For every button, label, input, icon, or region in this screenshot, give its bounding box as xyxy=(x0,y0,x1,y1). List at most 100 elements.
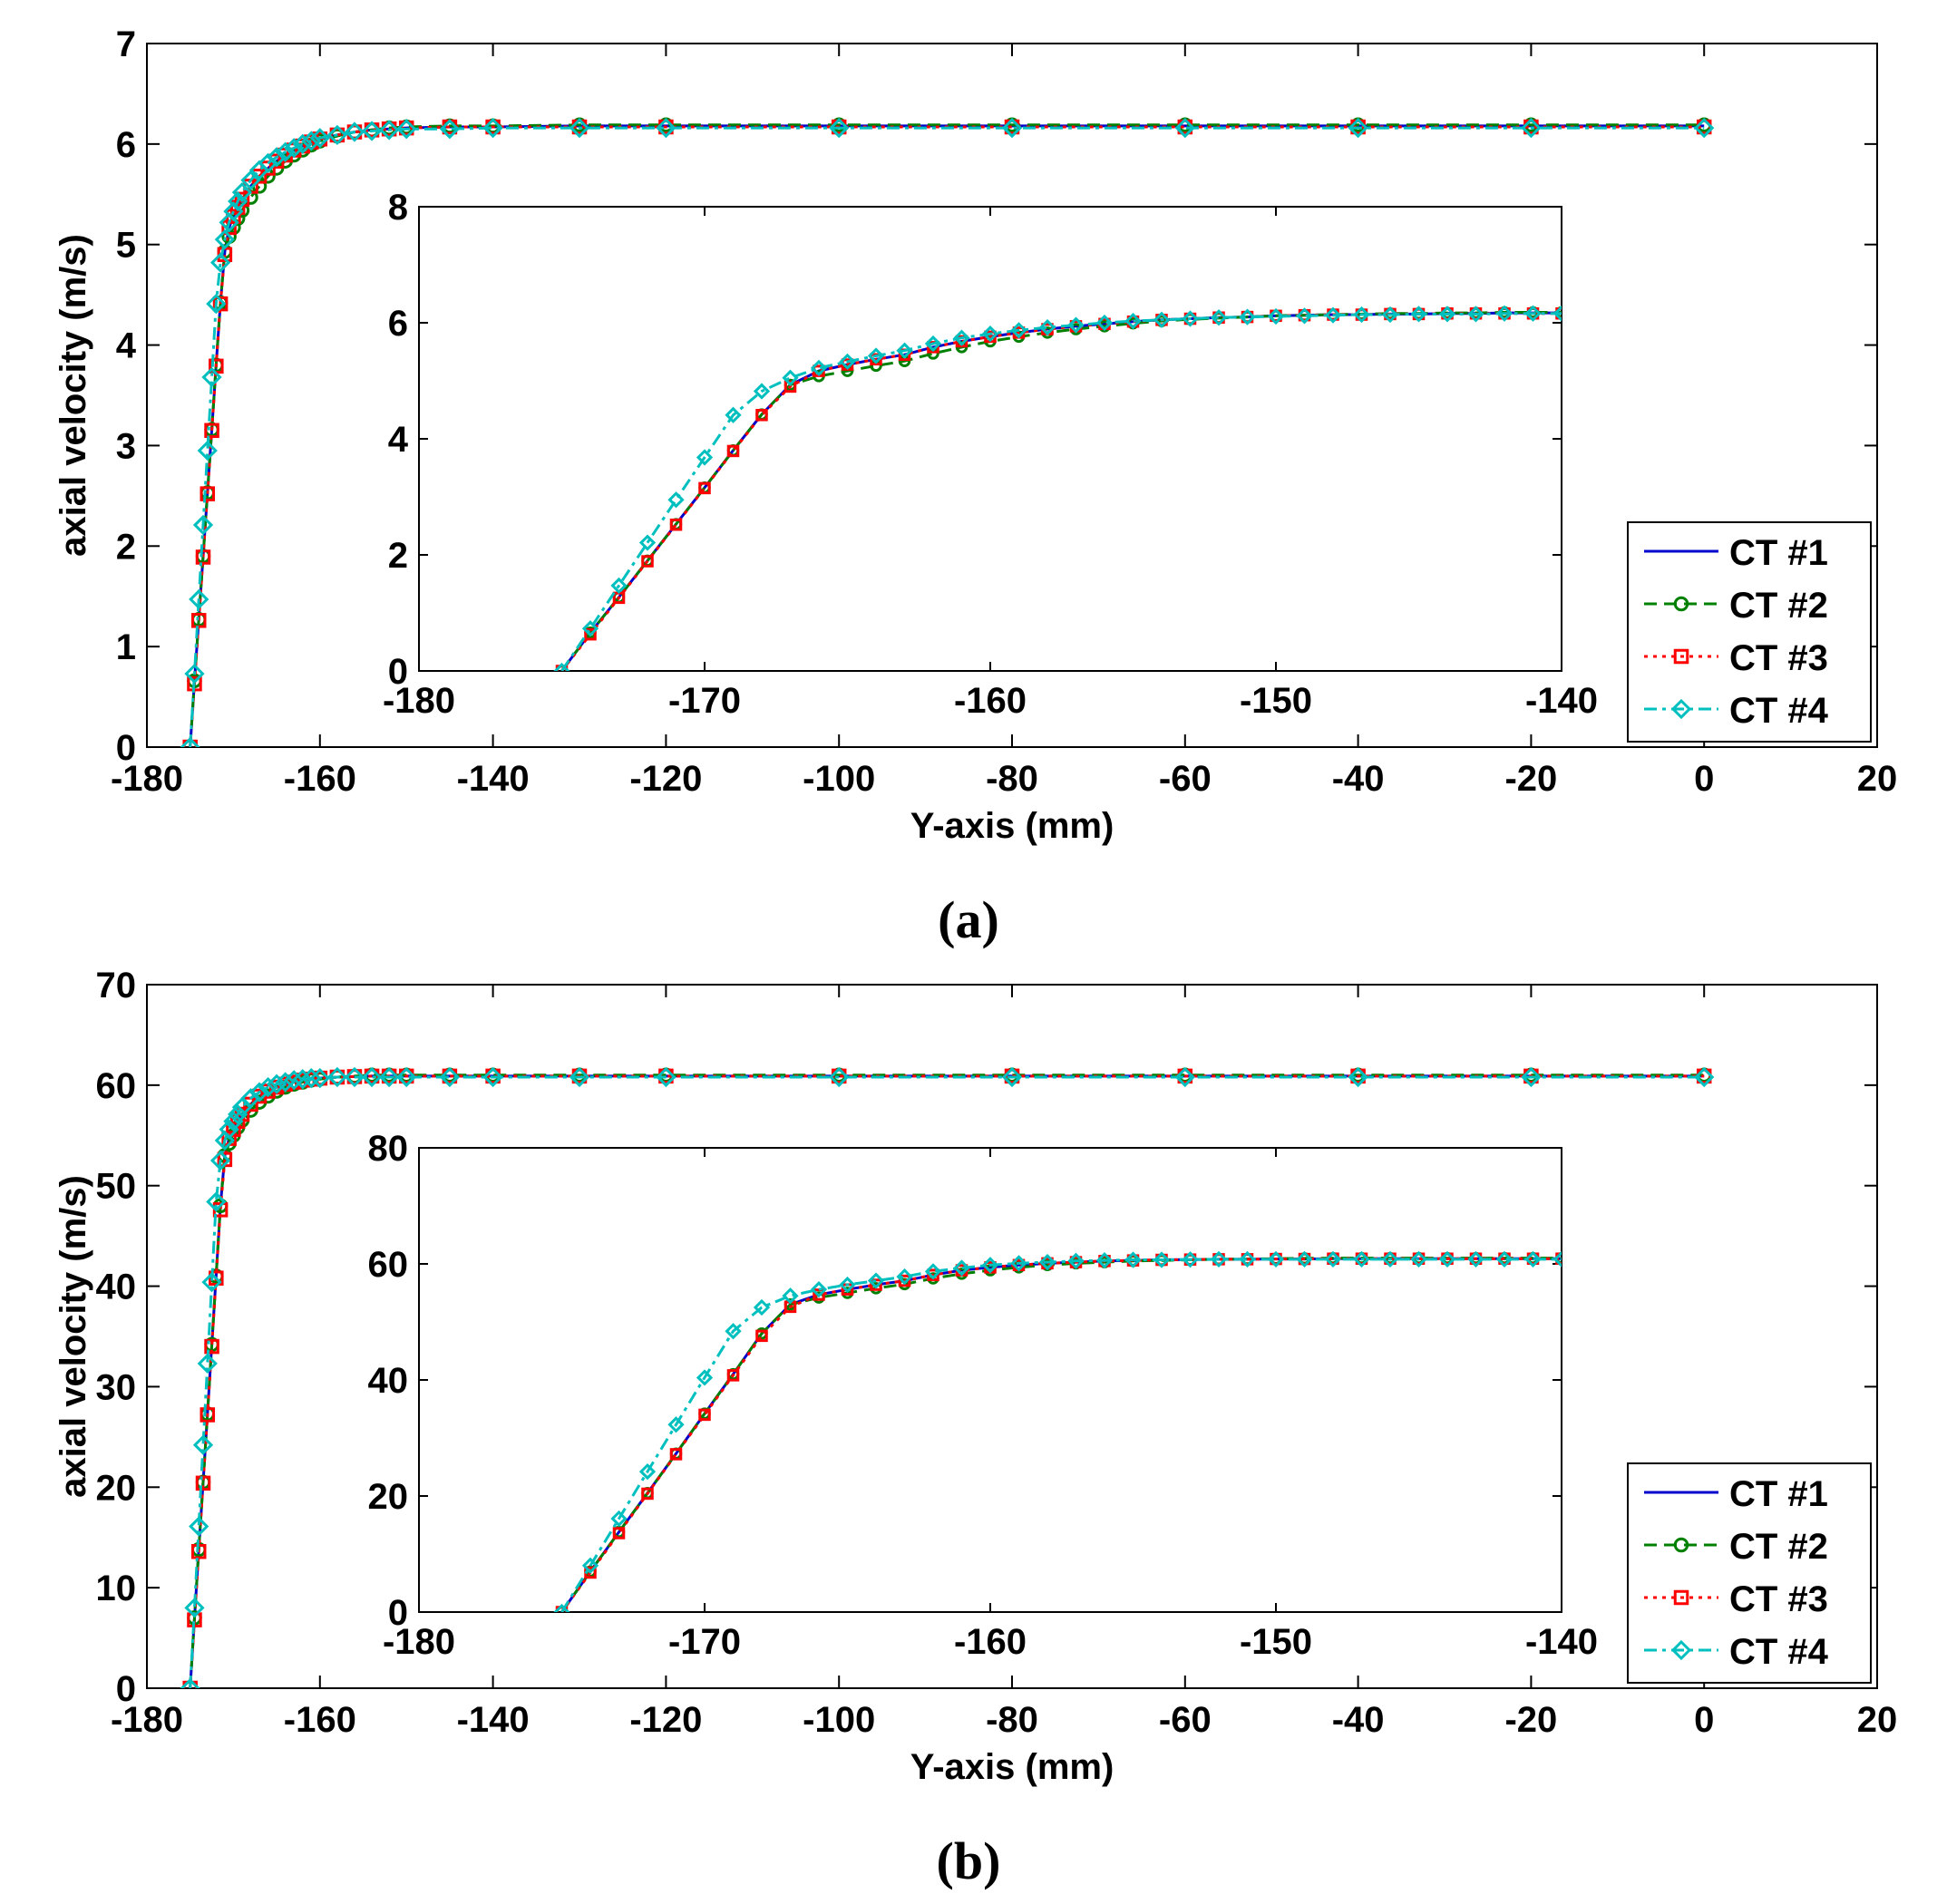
panel-2-x-axis-title: Y-axis (mm) xyxy=(910,1747,1115,1787)
panel-1-main-point xyxy=(201,366,222,388)
panel-1-inset-x-tick-label: -140 xyxy=(1525,681,1598,721)
panel-2-main-y-tick-label: 20 xyxy=(96,1468,137,1508)
panel-2-legend-label: CT #1 xyxy=(1729,1474,1828,1514)
panel-2-inset-point xyxy=(1324,1250,1342,1268)
panel-1-main-y-tick-label: 4 xyxy=(116,326,137,366)
panel-2-legend-label: CT #4 xyxy=(1729,1632,1829,1672)
panel-1-inset-point xyxy=(1182,310,1199,327)
panel-2-inset-point xyxy=(953,1259,970,1277)
panel-1-inset-point xyxy=(669,518,683,531)
panel-1-inset-y-tick-label: 6 xyxy=(388,304,408,344)
panel-2-legend-entry-3: CT #3 xyxy=(1644,1579,1828,1619)
panel-2-legend-marker xyxy=(1673,1537,1689,1553)
panel-2-inset-point xyxy=(1296,1250,1313,1268)
panel-2-legend-label: CT #3 xyxy=(1729,1579,1828,1619)
panel-2-inset-point xyxy=(898,1274,911,1287)
panel-1-main-point xyxy=(656,117,676,139)
panel-1-inset-point xyxy=(1267,307,1285,325)
panel-1-main-x-tick-label: -20 xyxy=(1504,759,1557,799)
panel-1-legend-label: CT #2 xyxy=(1729,586,1828,626)
panel-1-y-axis-title: axial velocity (m/s) xyxy=(54,234,93,557)
panel-1-inset-series-area xyxy=(553,305,1562,671)
panel-1-main-point xyxy=(192,514,214,536)
panel-1-inset-point xyxy=(1324,306,1342,324)
panel-2-main-y-tick-label: 60 xyxy=(96,1066,137,1106)
panel-2-inset-point xyxy=(638,1462,657,1481)
panel-1-inset-point xyxy=(553,662,570,671)
panel-2-inset-point xyxy=(667,1416,685,1433)
panel-1-legend-label: CT #4 xyxy=(1729,691,1829,731)
panel-1-main-point xyxy=(292,133,313,154)
panel-2-main-point xyxy=(228,1103,248,1125)
panel-2-inset-point xyxy=(1067,1252,1085,1269)
panel-2-main-point xyxy=(312,1070,328,1086)
panel-1-main-x-tick-label: 0 xyxy=(1694,759,1714,799)
panel-2-inset-plot-frame xyxy=(418,1147,1562,1613)
panel-2-main-point xyxy=(309,1067,330,1089)
panel-1-main-point xyxy=(212,296,229,312)
panel-1-legend-box xyxy=(1627,521,1872,743)
panel-2-main-point xyxy=(204,1338,219,1355)
panel-1-inset-point xyxy=(1239,308,1256,325)
panel-2-main-y-tick-label: 40 xyxy=(96,1268,137,1307)
panel-1-inset-point xyxy=(698,481,711,495)
panel-1-main-point xyxy=(326,124,348,146)
panel-1-main-x-tick-label: -120 xyxy=(629,759,702,799)
panel-2-main-point xyxy=(301,1067,322,1089)
panel-2-main-point xyxy=(184,1598,205,1618)
panel-2-main-y-tick-label: 30 xyxy=(96,1367,137,1407)
panel-1-main-series-4 xyxy=(180,117,1715,747)
panel-2-legend-label: CT #2 xyxy=(1729,1527,1828,1567)
panel-1-main-point xyxy=(190,613,207,628)
panel-1-main-y-tick-label: 0 xyxy=(116,728,136,768)
panel-1-main-point xyxy=(206,293,227,315)
panel-1-main-x-tick-label: 20 xyxy=(1857,759,1898,799)
panel-2-inset-point xyxy=(1239,1250,1256,1268)
panel-1-main-series-line xyxy=(189,125,1705,747)
panel-1-main-point xyxy=(309,128,330,149)
panel-1-inset-point xyxy=(581,620,599,637)
panel-2-inset-point xyxy=(669,1448,683,1461)
panel-2-inset-point xyxy=(725,1323,742,1340)
panel-1-main-point xyxy=(1348,117,1368,139)
panel-1-inset-point xyxy=(1553,305,1562,322)
panel-2-main-point xyxy=(344,1066,365,1088)
panel-2-inset-point xyxy=(1153,1251,1171,1268)
panel-2-inset-point xyxy=(839,1276,856,1294)
panel-1-inset-y-tick-label: 2 xyxy=(388,536,408,576)
panel-2-inset-point xyxy=(1010,1255,1027,1272)
panel-2-main-point xyxy=(361,1066,383,1088)
panel-1-inset-axes: -180 -170 -160 -150 -140 0 2 4 6 8 xyxy=(383,188,1598,721)
panel-1-main-point xyxy=(569,117,590,139)
panel-2-inset-point xyxy=(1210,1250,1228,1268)
panel-2-inset-point xyxy=(698,1408,711,1422)
panel-2-legend-marker xyxy=(1670,1639,1692,1661)
panel-2-main-point xyxy=(223,1111,244,1132)
panel-1-inset-point xyxy=(1038,318,1056,336)
panel-2-inset-point xyxy=(896,1268,913,1286)
panel-1-inset-point xyxy=(896,342,913,359)
panel-2-main-x-tick-label: -100 xyxy=(803,1700,875,1740)
panel-1-main-y-tick-label: 5 xyxy=(116,226,136,266)
panel-2-inset-point xyxy=(726,1369,740,1382)
panel-2-main-point xyxy=(180,1677,200,1688)
panel-1-main-point xyxy=(180,736,200,747)
panel-1-inset-point xyxy=(953,329,970,346)
panel-2-inset-x-tick-label: -170 xyxy=(668,1622,741,1662)
panel-1-legend-marker xyxy=(1673,648,1689,665)
panel-2-inset-series-line xyxy=(560,1258,1562,1612)
panel-1-inset-point xyxy=(782,369,799,386)
panel-2-inset-point xyxy=(1438,1250,1456,1268)
panel-1-main-point xyxy=(396,119,417,140)
panel-2-main-point xyxy=(201,1272,222,1293)
panel-1-main-point xyxy=(197,440,218,461)
panel-2-main-point xyxy=(1521,1066,1542,1088)
panel-2-main-point xyxy=(656,1066,676,1088)
panel-2-main-point xyxy=(829,1066,850,1088)
panel-1-inset-point xyxy=(641,555,654,568)
panel-2-main-point xyxy=(226,1122,241,1137)
panel-1-caption: (a) xyxy=(938,890,999,949)
panel-2-inset-axes: -180 -170 -160 -150 -140 0 20 40 60 80 xyxy=(368,1129,1599,1662)
panel-1-main-point xyxy=(1521,117,1542,139)
